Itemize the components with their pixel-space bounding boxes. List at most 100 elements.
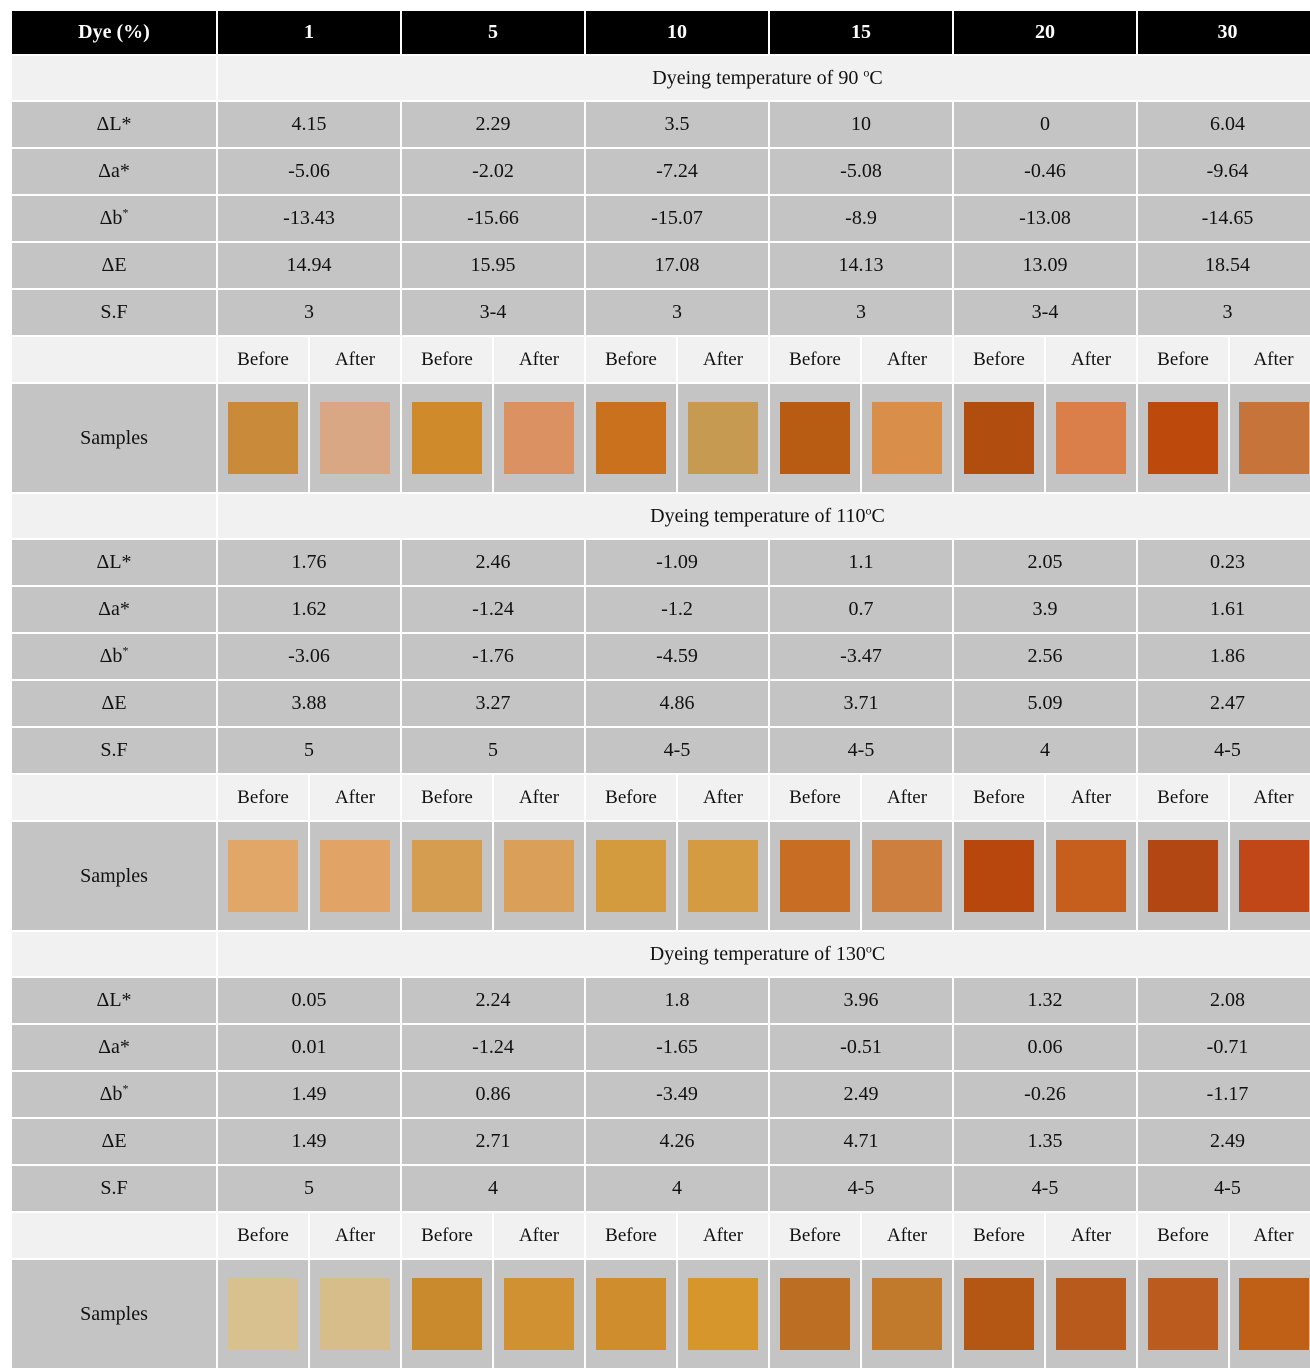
after-sample-cell (1045, 1259, 1138, 1370)
before-sample-cell (953, 1259, 1046, 1370)
before-label: Before (585, 1212, 678, 1260)
fabric-swatch-image (872, 840, 942, 912)
before-label: Before (217, 1212, 310, 1260)
section-title: Dyeing temperature of 110oC (217, 493, 1310, 540)
after-label: After (861, 774, 954, 822)
delta-a-label: Δa* (12, 1024, 218, 1072)
before-sample-cell (217, 383, 310, 494)
delta-a-value: -5.06 (217, 148, 402, 196)
fabric-swatch-image (780, 1278, 850, 1350)
empty-cell (12, 931, 218, 978)
staining-fastness-value: 3-4 (401, 289, 586, 337)
fabric-swatch-image (1148, 1278, 1218, 1350)
delta-a-value: 0.06 (953, 1024, 1138, 1072)
delta-e-value: 4.86 (585, 680, 770, 728)
delta-b-label: Δb* (12, 1071, 218, 1119)
after-sample-cell (861, 383, 954, 494)
delta-e-label: ΔE (12, 680, 218, 728)
delta-b-value: -13.43 (217, 195, 402, 243)
delta-l-value: 0 (953, 101, 1138, 149)
fabric-swatch-image (964, 402, 1034, 474)
delta-e-row: ΔE 14.94 15.95 17.08 14.13 13.09 18.54 (12, 242, 1310, 290)
section-title-text: Dyeing temperature of 90 (652, 66, 864, 89)
after-label: After (493, 336, 586, 384)
delta-l-value: 1.1 (769, 539, 954, 587)
samples-label: Samples (12, 821, 218, 932)
before-sample-cell (217, 821, 310, 932)
delta-a-value: -9.64 (1137, 148, 1310, 196)
delta-l-row: ΔL* 0.05 2.24 1.8 3.96 1.32 2.08 (12, 977, 1310, 1025)
empty-cell (12, 774, 218, 822)
before-label: Before (769, 1212, 862, 1260)
staining-fastness-value: 5 (217, 727, 402, 775)
after-label: After (493, 774, 586, 822)
after-label: After (1045, 336, 1138, 384)
header-conc-15: 15 (769, 11, 954, 56)
delta-e-value: 5.09 (953, 680, 1138, 728)
delta-b-value: -4.59 (585, 633, 770, 681)
delta-b-label-star: * (122, 1081, 129, 1096)
samples-row: Samples (12, 383, 1310, 494)
delta-l-value: 2.29 (401, 101, 586, 149)
delta-a-label: Δa* (12, 148, 218, 196)
fabric-swatch-image (412, 402, 482, 474)
delta-a-value: -0.51 (769, 1024, 954, 1072)
header-conc-30: 30 (1137, 11, 1310, 56)
delta-b-row: Δb* -13.43 -15.66 -15.07 -8.9 -13.08 -14.65 (12, 195, 1310, 243)
after-label: After (309, 336, 402, 384)
staining-fastness-value: 3-4 (953, 289, 1138, 337)
section-title-text: Dyeing temperature of 130 (649, 942, 866, 965)
section-title-degree: o (863, 64, 870, 79)
before-label: Before (217, 336, 310, 384)
before-sample-cell (953, 821, 1046, 932)
fabric-swatch-image (1238, 1278, 1309, 1350)
delta-l-value: 1.32 (953, 977, 1138, 1025)
samples-row: Samples (12, 1259, 1310, 1370)
delta-l-value: 2.24 (401, 977, 586, 1025)
after-sample-cell (677, 383, 770, 494)
colorfastness-table: Dye (%) 1 5 10 15 20 30 Dyeing temperatu… (12, 11, 1310, 1370)
after-label: After (1045, 1212, 1138, 1260)
before-label: Before (953, 1212, 1046, 1260)
section-title-row: Dyeing temperature of 90 oC (12, 55, 1310, 102)
after-label: After (309, 774, 402, 822)
after-label: After (677, 774, 770, 822)
delta-b-label-text: Δb (99, 207, 123, 229)
staining-fastness-value: 4-5 (769, 1165, 954, 1213)
delta-l-value: 0.23 (1137, 539, 1310, 587)
delta-e-value: 2.71 (401, 1118, 586, 1166)
fabric-swatch-image (228, 402, 298, 474)
fabric-swatch-image (780, 840, 850, 912)
delta-b-label-text: Δb (99, 1083, 123, 1105)
delta-a-value: 1.62 (217, 586, 402, 634)
after-sample-cell (309, 383, 402, 494)
staining-fastness-value: 4 (585, 1165, 770, 1213)
delta-l-label: ΔL* (12, 539, 218, 587)
empty-cell (12, 55, 218, 102)
delta-a-row: Δa* 1.62 -1.24 -1.2 0.7 3.9 1.61 (12, 586, 1310, 634)
after-sample-cell (1045, 821, 1138, 932)
before-label: Before (401, 1212, 494, 1260)
delta-e-row: ΔE 3.88 3.27 4.86 3.71 5.09 2.47 (12, 680, 1310, 728)
delta-e-value: 15.95 (401, 242, 586, 290)
delta-l-row: ΔL* 4.15 2.29 3.5 10 0 6.04 (12, 101, 1310, 149)
after-sample-cell (861, 1259, 954, 1370)
delta-b-value: -3.06 (217, 633, 402, 681)
after-sample-cell (493, 383, 586, 494)
after-sample-cell (1045, 383, 1138, 494)
header-dye-label: Dye (%) (12, 11, 218, 56)
before-sample-cell (1137, 1259, 1230, 1370)
delta-l-value: 1.76 (217, 539, 402, 587)
before-sample-cell (401, 1259, 494, 1370)
samples-label: Samples (12, 383, 218, 494)
delta-l-value: -1.09 (585, 539, 770, 587)
delta-a-value: 3.9 (953, 586, 1138, 634)
section-title-text: Dyeing temperature of 110 (650, 504, 866, 527)
before-label: Before (769, 774, 862, 822)
delta-a-value: 1.61 (1137, 586, 1310, 634)
fabric-swatch-image (688, 402, 758, 474)
fabric-swatch-image (1056, 402, 1126, 474)
after-sample-cell (309, 821, 402, 932)
fabric-swatch-image (964, 840, 1034, 912)
delta-b-value: -8.9 (769, 195, 954, 243)
